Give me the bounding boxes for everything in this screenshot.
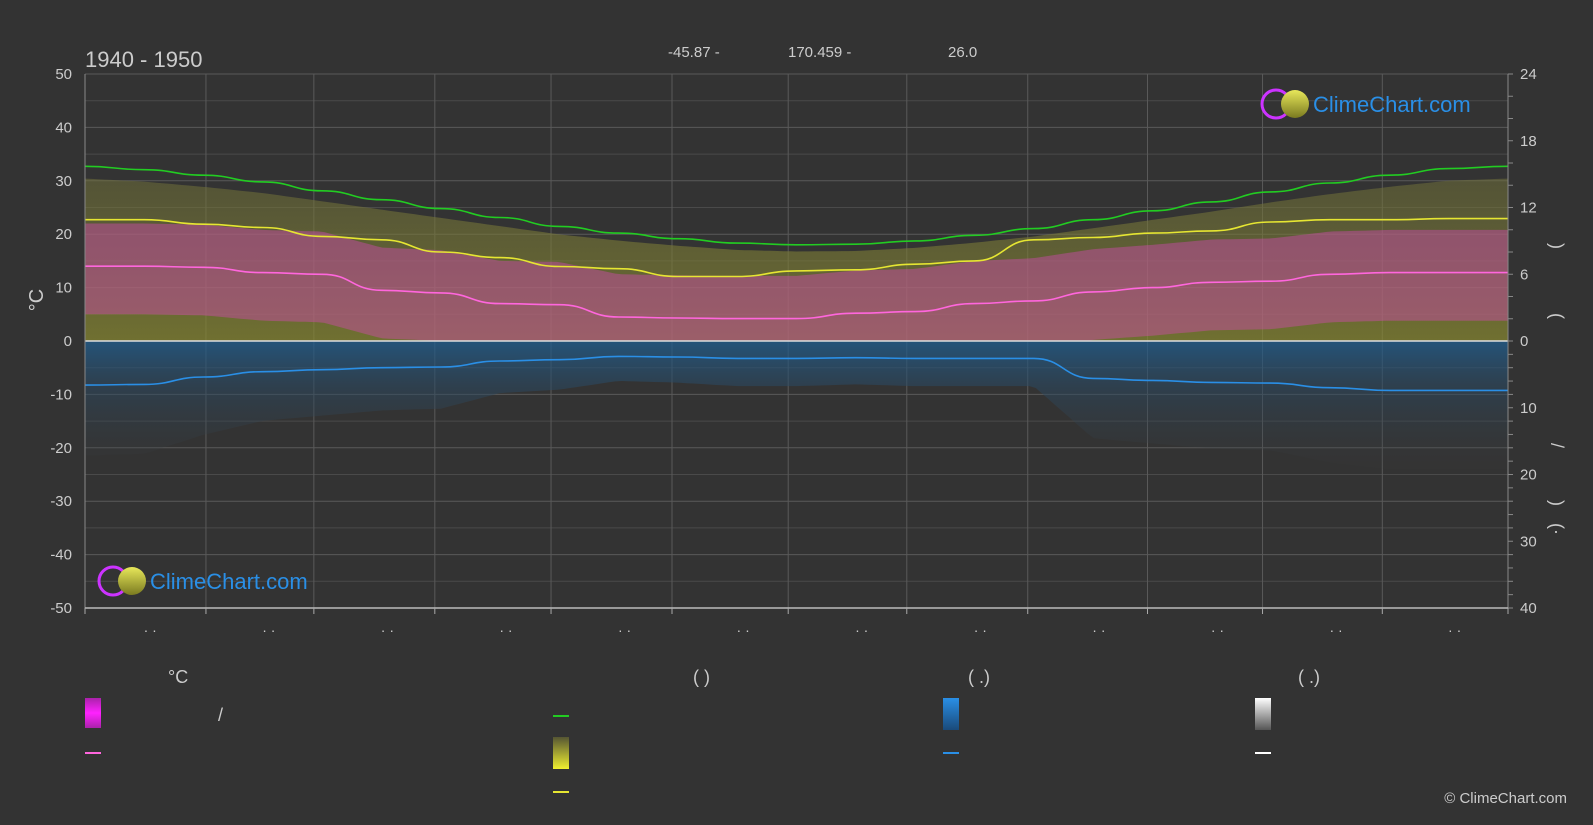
y-left-axis-label: °C [26, 289, 48, 311]
y-left-tick-label: -40 [50, 547, 72, 564]
header-value-2: 170.459 - [788, 44, 851, 61]
y-right-label-char-1: ) [1547, 243, 1567, 249]
x-tick-label: · · [618, 622, 631, 638]
legend-swatch-snow-range [1255, 698, 1271, 730]
y-right-bottom-tick-label: 10 [1520, 400, 1537, 417]
copyright: © ClimeChart.com [1444, 790, 1567, 807]
y-right-label-char-5: (· [1547, 523, 1567, 535]
x-tick-label: · · [262, 622, 275, 638]
x-tick-label: · · [1448, 622, 1461, 638]
y-left-tick-label: 30 [55, 173, 72, 190]
brand-name-top: ClimeChart.com [1313, 92, 1471, 117]
x-tick-label: · · [381, 622, 394, 638]
y-right-top-tick-label: 18 [1520, 133, 1537, 150]
sunshine-line [85, 217, 1508, 278]
y-left-tick-label: 40 [55, 119, 72, 136]
legend-col1-title: °C [168, 667, 188, 687]
y-right-bottom-tick-label: 40 [1520, 600, 1537, 617]
y-left-tick-label: 50 [55, 66, 72, 83]
chart-title: 1940 - 1950 [85, 47, 202, 72]
data-bands [85, 178, 1508, 470]
y-right-label-char-3: / [1547, 443, 1567, 448]
legend-col3-title: ( .) [968, 667, 990, 687]
y-right-top-tick-label: 12 [1520, 200, 1537, 217]
x-tick-label: · · [974, 622, 987, 638]
x-tick-label: · · [1329, 622, 1342, 638]
x-tick-label: · · [144, 622, 157, 638]
y-left-tick-label: -10 [50, 386, 72, 403]
legend: °C ( ) ( .) ( .) / [85, 667, 1320, 793]
axes: 50 40 30 20 10 0 -10 -20 -30 -40 -50 24 18 12 6 0 10 20 30… [50, 66, 1536, 638]
y-left-tick-label: -20 [50, 440, 72, 457]
brand-name-bottom: ClimeChart.com [150, 569, 308, 594]
legend-swatch-precipitation-range [943, 698, 959, 730]
y-right-top-tick-label: 24 [1520, 66, 1537, 83]
y-right-bottom-tick-label: 20 [1520, 467, 1537, 484]
x-tick-label: · · [855, 622, 868, 638]
brand-logo-bottom: ClimeChart.com [97, 565, 308, 597]
y-right-label-char-4: ) [1547, 500, 1567, 506]
header-value-1: -45.87 - [668, 44, 720, 61]
legend-swatch-temperature-range [85, 698, 101, 728]
y-left-tick-label: -30 [50, 493, 72, 510]
y-right-top-tick-label: 6 [1520, 266, 1528, 283]
y-left-tick-label: 0 [64, 333, 72, 350]
sunshine-range-band [85, 178, 1508, 341]
x-tick-label: · · [1092, 622, 1105, 638]
legend-col4-title: ( .) [1298, 667, 1320, 687]
legend-col2-title: ( ) [693, 667, 710, 687]
brand-logo-top: ClimeChart.com [1260, 88, 1471, 120]
header-value-3: 26.0 [948, 44, 977, 61]
x-tick-label: · · [737, 622, 750, 638]
legend-swatch-sunshine-range [553, 737, 569, 769]
logo-sun-icon [118, 567, 146, 595]
daylight-line [84, 165, 1509, 246]
x-tick-label: · · [499, 622, 512, 638]
mean-temperature-line [85, 265, 1508, 320]
y-right-top-tick-label: 0 [1520, 333, 1528, 350]
x-tick-label: · · [1211, 622, 1224, 638]
series-lines [84, 165, 1509, 392]
y-left-tick-label: 20 [55, 226, 72, 243]
logo-sun-icon [1281, 90, 1309, 118]
precipitation-range-band [85, 341, 1508, 470]
precipitation-line [84, 355, 1508, 392]
y-right-label-char-2: ( [1547, 313, 1567, 319]
legend-col1-row1-text: / [218, 705, 223, 725]
y-right-bottom-tick-label: 30 [1520, 533, 1537, 550]
temperature-range-band [85, 223, 1508, 341]
y-left-tick-label: -50 [50, 600, 72, 617]
y-left-tick-label: 10 [55, 280, 72, 297]
